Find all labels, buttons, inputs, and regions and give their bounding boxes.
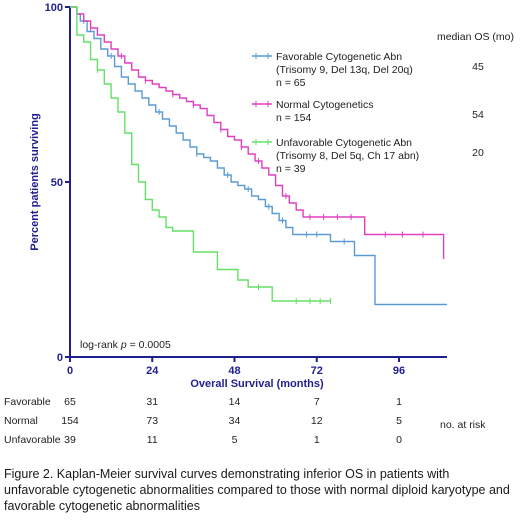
log-rank-annotation: log-rank p = 0.0005: [80, 339, 171, 351]
x-tick-label: 0: [67, 365, 73, 377]
y-tick-label: 0: [57, 352, 63, 364]
risk-row-name: Favorable: [4, 396, 51, 408]
risk-cell: 39: [64, 434, 76, 446]
median-value-favorable: 45: [472, 61, 484, 73]
legend-label-unfavorable: n = 39: [276, 163, 306, 175]
median-os-header: median OS (mo): [437, 31, 514, 43]
legend-label-normal: n = 154: [276, 112, 311, 124]
legend-label-unfavorable: (Trisomy 8, Del 5q, Ch 17 abn): [276, 150, 419, 162]
figure-caption: Figure 2. Kaplan-Meier survival curves d…: [4, 467, 510, 513]
risk-cell: 31: [146, 396, 158, 408]
x-tick-label: 96: [393, 365, 405, 377]
risk-cell: 1: [314, 434, 320, 446]
risk-cell: 1: [396, 396, 402, 408]
legend-label-favorable: n = 65: [276, 77, 306, 89]
median-value-normal: 54: [472, 109, 484, 121]
legend-label-favorable: Favorable Cytogenetic Abn: [276, 51, 402, 63]
risk-cell: 14: [229, 396, 241, 408]
risk-cell: 12: [311, 415, 323, 427]
legend-label-normal: Normal Cytogenetics: [276, 99, 373, 111]
x-tick-label: 24: [146, 365, 159, 377]
y-axis-title: Percent patients surviving: [29, 113, 41, 251]
risk-cell: 11: [147, 434, 158, 446]
median-value-unfavorable: 20: [472, 147, 484, 159]
survival-curve-unfavorable: [70, 6, 331, 302]
risk-cell: 73: [146, 415, 158, 427]
risk-cell: 154: [61, 415, 79, 427]
y-tick-label: 100: [45, 2, 63, 14]
log-rank-prefix: log-rank: [80, 339, 121, 351]
log-rank-p: p: [120, 339, 127, 351]
risk-cell: 0: [396, 434, 402, 446]
risk-cell: 34: [229, 415, 241, 427]
risk-cell: 7: [314, 396, 320, 408]
risk-cell: 5: [396, 415, 402, 427]
log-rank-value: = 0.0005: [127, 339, 171, 351]
legend-label-unfavorable: Unfavorable Cytogenetic Abn: [276, 137, 412, 149]
legend-label-favorable: (Trisomy 9, Del 13q, Del 20q): [276, 64, 413, 76]
risk-cell: 65: [64, 396, 76, 408]
x-axis-title: Overall Survival (months): [190, 378, 324, 390]
y-tick-label: 50: [51, 177, 63, 189]
at-risk-label: no. at risk: [440, 419, 486, 431]
x-tick-label: 48: [228, 365, 240, 377]
risk-row-name: Unfavorable: [4, 434, 61, 446]
risk-cell: 5: [232, 434, 238, 446]
risk-row-name: Normal: [4, 415, 38, 427]
x-tick-label: 72: [311, 365, 323, 377]
survival-curve-normal: [70, 6, 445, 259]
